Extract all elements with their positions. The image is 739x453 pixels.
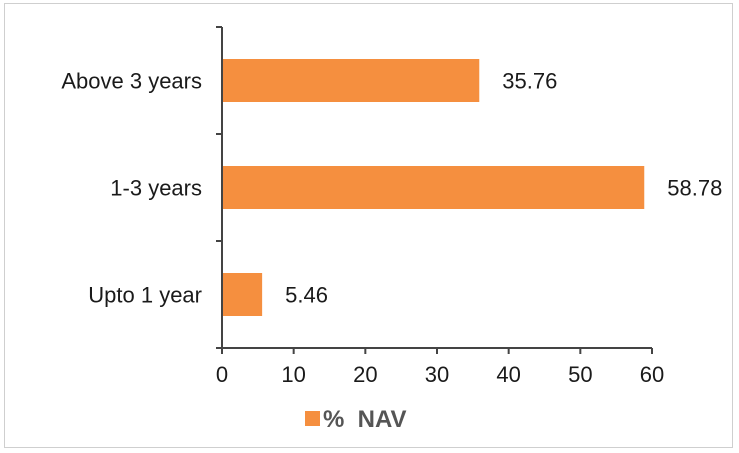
legend-label: % NAV (323, 406, 407, 433)
x-tick-label: 50 (568, 362, 592, 387)
x-tick-label: 10 (281, 362, 305, 387)
axes (216, 26, 653, 354)
legend: % NAV (305, 406, 407, 433)
x-tick-label: 30 (425, 362, 449, 387)
data-label: 58.78 (667, 176, 722, 201)
bar (223, 166, 645, 209)
x-tick-labels: 0 10 20 30 40 50 60 (216, 362, 664, 387)
data-label: 35.76 (502, 69, 557, 94)
x-tick-label: 40 (496, 362, 520, 387)
legend-swatch (305, 411, 320, 426)
data-labels: 35.76 58.78 5.46 (285, 69, 722, 308)
x-tick-label: 20 (353, 362, 377, 387)
category-label: 1-3 years (110, 176, 202, 201)
category-labels: Above 3 years 1-3 years Upto 1 year (61, 69, 202, 308)
bar (223, 273, 263, 316)
data-label: 5.46 (285, 283, 328, 308)
x-tick-label: 60 (640, 362, 664, 387)
category-label: Above 3 years (61, 69, 202, 94)
bars (223, 59, 645, 316)
x-tick-label: 0 (216, 362, 228, 387)
bar (223, 59, 480, 102)
category-label: Upto 1 year (88, 283, 202, 308)
